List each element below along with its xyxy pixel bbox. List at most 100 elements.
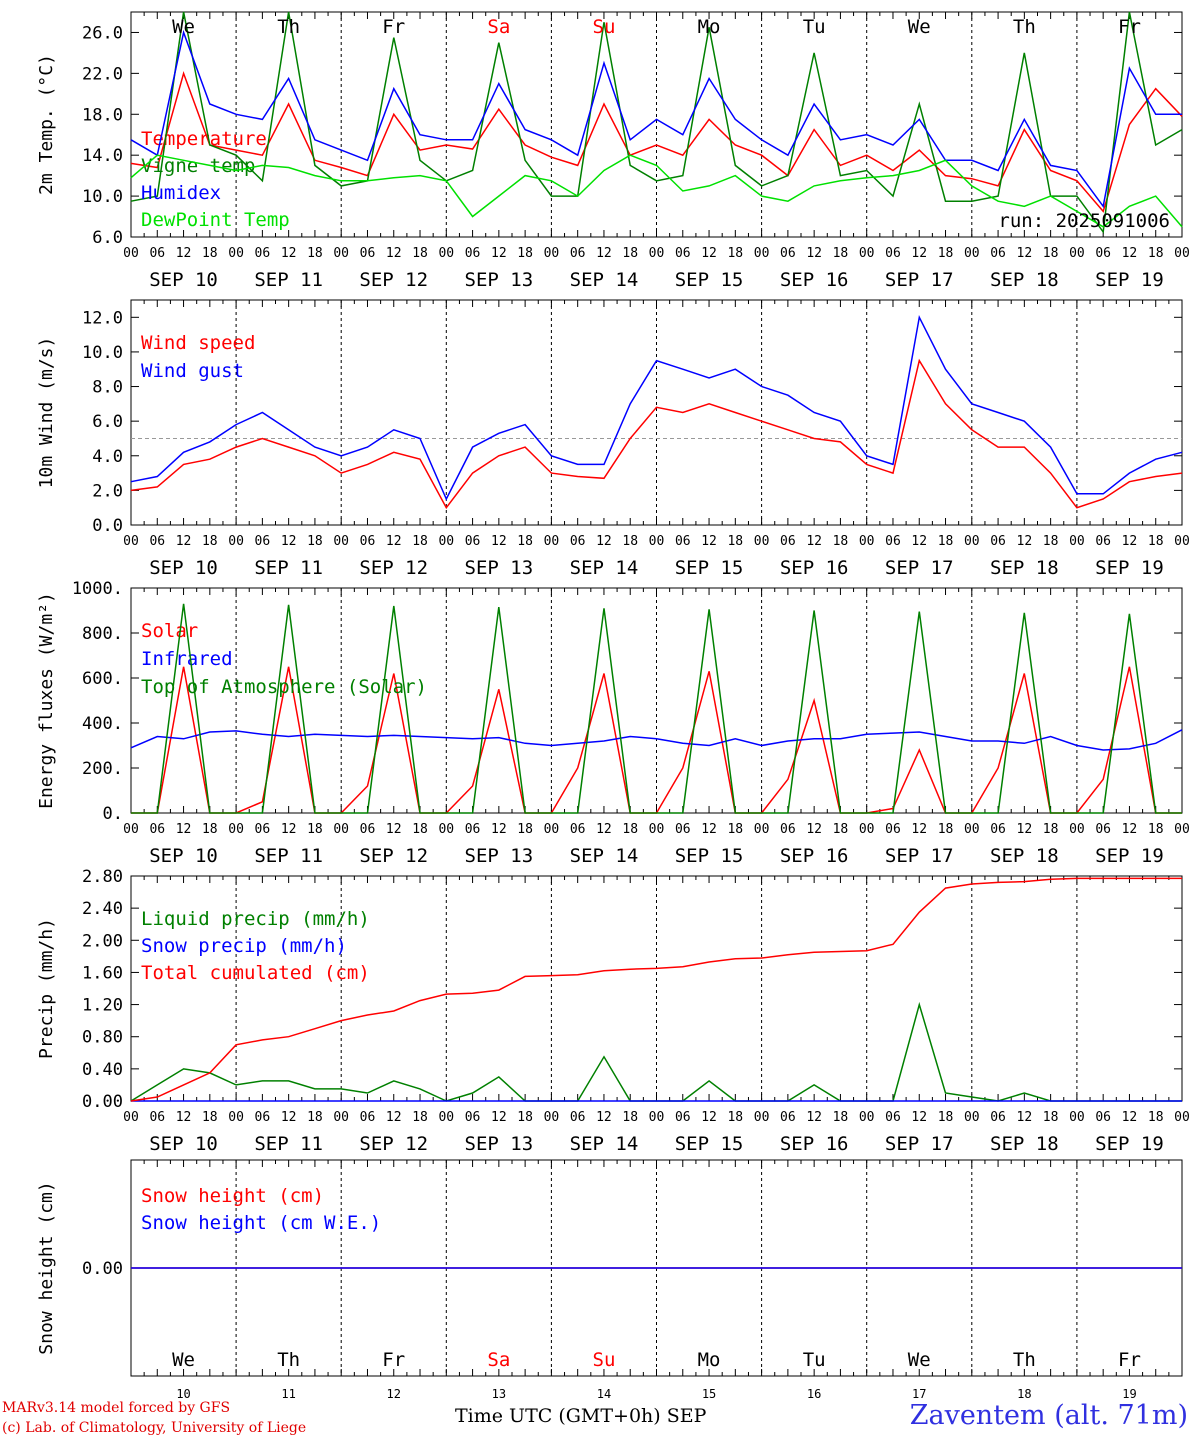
hour-label: 00 xyxy=(333,246,349,261)
weekday-label: We xyxy=(172,1349,195,1371)
hour-label: 06 xyxy=(990,246,1006,261)
hour-label: 00 xyxy=(649,246,665,261)
date-label: SEP 13 xyxy=(465,269,534,291)
hour-label: 00 xyxy=(859,534,875,549)
hour-label: 00 xyxy=(754,534,770,549)
date-label: SEP 19 xyxy=(1095,557,1164,579)
hour-label: 06 xyxy=(255,1110,271,1125)
hour-label: 00 xyxy=(228,246,244,261)
hour-label: 18 xyxy=(1043,246,1059,261)
hour-label: 18 xyxy=(202,246,218,261)
hour-label: 00 xyxy=(333,822,349,837)
hour-label: 12 xyxy=(596,1110,612,1125)
y-tick-label: 600. xyxy=(82,669,123,689)
legend-entry: Snow height (cm W.E.) xyxy=(141,1212,381,1234)
date-label: SEP 14 xyxy=(570,269,639,291)
hour-label: 00 xyxy=(123,246,139,261)
date-label: SEP 19 xyxy=(1095,269,1164,291)
date-label: SEP 10 xyxy=(149,1133,218,1155)
hour-label: 18 xyxy=(727,1110,743,1125)
weekday-label: Fr xyxy=(1118,1349,1141,1371)
hour-label: 06 xyxy=(255,246,271,261)
hour-label: 18 xyxy=(412,822,428,837)
hour-label: 18 xyxy=(727,534,743,549)
hour-label: 06 xyxy=(990,534,1006,549)
hour-label: 12 xyxy=(386,822,402,837)
hour-label: 12 xyxy=(386,1110,402,1125)
series-line-humidex xyxy=(130,29,1182,209)
date-label: SEP 10 xyxy=(149,269,218,291)
y-tick-label: 10.0 xyxy=(82,187,123,207)
weekday-label: Th xyxy=(1013,16,1036,38)
hour-label: 18 xyxy=(202,822,218,837)
y-tick-label: 2.0 xyxy=(92,481,123,501)
legend-entry: Wind speed xyxy=(141,332,255,354)
hour-label: 12 xyxy=(386,534,402,549)
date-label: SEP 19 xyxy=(1095,845,1164,867)
hour-label: 06 xyxy=(780,534,796,549)
weekday-label: We xyxy=(908,16,931,38)
date-label: SEP 11 xyxy=(254,269,323,291)
hour-label: 06 xyxy=(255,534,271,549)
hour-label: 00 xyxy=(649,534,665,549)
hour-label: 12 xyxy=(1122,822,1138,837)
hour-label: 12 xyxy=(806,246,822,261)
hour-label: 06 xyxy=(465,822,481,837)
hour-label: 00 xyxy=(1174,822,1190,837)
hour-label: 06 xyxy=(885,246,901,261)
hour-label: 12 xyxy=(596,534,612,549)
legend-entry: Wind gust xyxy=(141,360,244,382)
weekday-label: Tu xyxy=(803,16,826,38)
hour-label: 12 xyxy=(386,246,402,261)
hour-label: 18 xyxy=(833,246,849,261)
hour-label: 18 xyxy=(1043,822,1059,837)
y-tick-label: 200. xyxy=(82,759,123,779)
weekday-label: Su xyxy=(593,16,616,38)
hour-label: 18 xyxy=(1148,822,1164,837)
hour-label: 00 xyxy=(964,534,980,549)
hour-label: 06 xyxy=(149,246,165,261)
day-number-label: 19 xyxy=(1122,1387,1136,1401)
hour-label: 00 xyxy=(228,822,244,837)
date-label: SEP 18 xyxy=(990,269,1059,291)
hour-label: 06 xyxy=(360,822,376,837)
hour-label: 12 xyxy=(911,822,927,837)
series-line-wind-speed xyxy=(130,358,1183,510)
hour-label: 12 xyxy=(701,1110,717,1125)
hour-label: 00 xyxy=(333,534,349,549)
hour-label: 00 xyxy=(964,822,980,837)
hour-label: 00 xyxy=(544,534,560,549)
hour-label: 18 xyxy=(412,534,428,549)
hour-label: 06 xyxy=(149,822,165,837)
panel-frame xyxy=(130,11,1183,238)
hour-label: 12 xyxy=(491,534,507,549)
hour-label: 12 xyxy=(911,246,927,261)
y-axis-label: 10m Wind (m/s) xyxy=(36,337,57,489)
hour-label: 06 xyxy=(465,534,481,549)
legend-entry: Temperature xyxy=(141,128,267,150)
hour-label: 12 xyxy=(491,1110,507,1125)
hour-label: 12 xyxy=(281,1110,297,1125)
hour-label: 06 xyxy=(360,534,376,549)
hour-label: 06 xyxy=(1095,246,1111,261)
lab-credit: (c) Lab. of Climatology, University of L… xyxy=(2,1420,307,1436)
hour-label: 12 xyxy=(281,246,297,261)
hour-label: 18 xyxy=(727,246,743,261)
hour-label: 00 xyxy=(544,822,560,837)
legend-entry: Solar xyxy=(141,620,198,642)
day-number-label: 18 xyxy=(1017,1387,1031,1401)
hour-label: 06 xyxy=(149,534,165,549)
weekday-label: Fr xyxy=(382,1349,405,1371)
hour-label: 18 xyxy=(517,822,533,837)
hour-label: 12 xyxy=(1122,534,1138,549)
hour-label: 18 xyxy=(833,534,849,549)
hour-label: 06 xyxy=(675,1110,691,1125)
run-annotation: run: 2025091006 xyxy=(998,210,1170,232)
hour-label: 00 xyxy=(438,822,454,837)
weekday-label: We xyxy=(908,1349,931,1371)
y-tick-label: 8.0 xyxy=(92,378,123,398)
y-tick-label: 6.0 xyxy=(92,228,123,248)
time-axis-title: Time UTC (GMT+0h) SEP xyxy=(455,1405,706,1427)
hour-label: 18 xyxy=(307,1110,323,1125)
hour-label: 12 xyxy=(1017,246,1033,261)
